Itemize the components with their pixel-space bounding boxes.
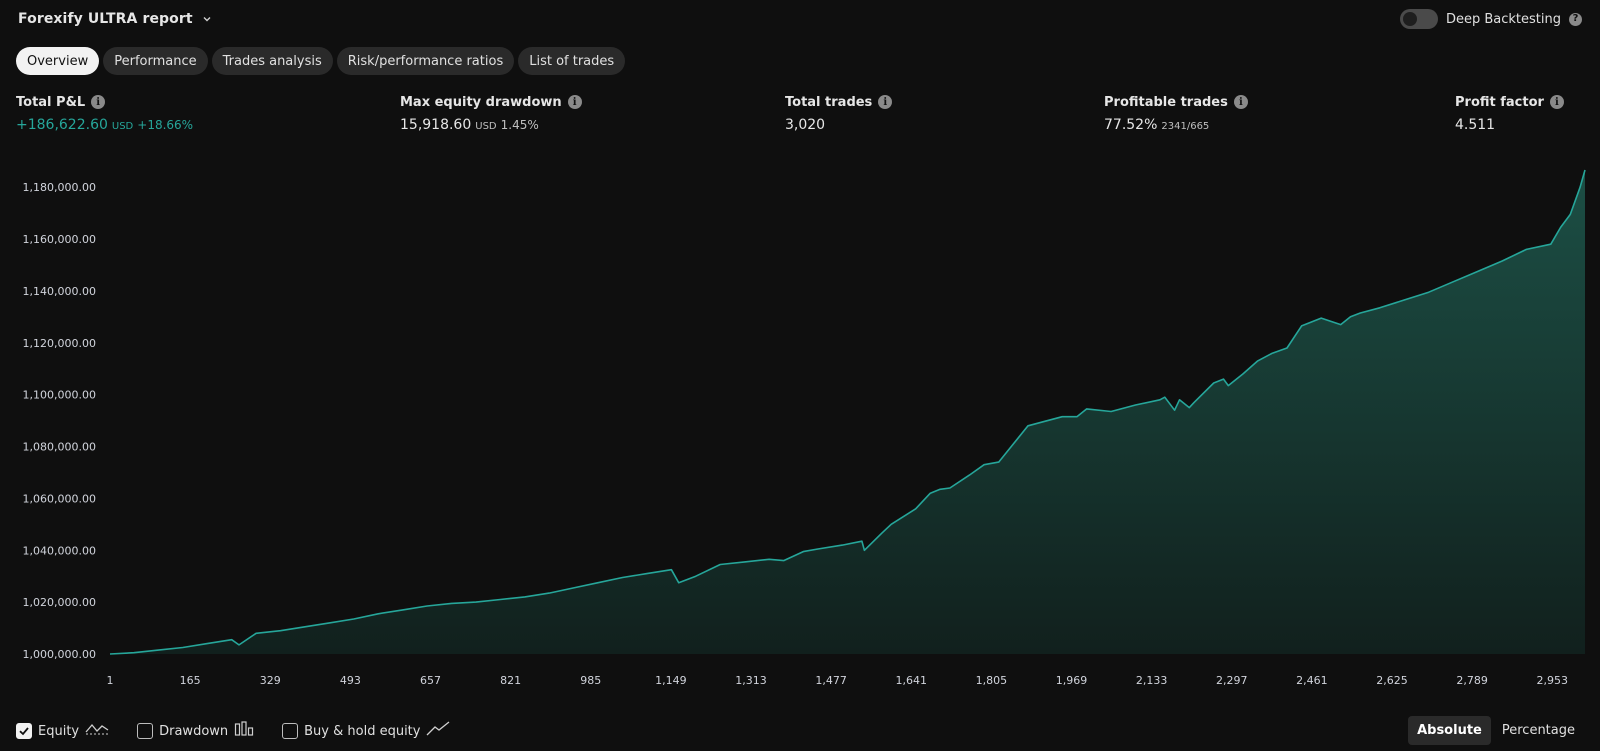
deep-backtesting-toggle[interactable] (1399, 9, 1438, 29)
profitable-trades-value: 77.52% (1104, 117, 1158, 133)
metric-profitable-trades: Profitable trades i 77.52% 2341/665 (1104, 93, 1248, 133)
x-tick-label: 329 (260, 674, 281, 687)
buy-hold-checkbox[interactable] (282, 723, 299, 739)
total-trades-value: 3,020 (785, 117, 826, 133)
info-icon[interactable]: i (91, 95, 106, 109)
scale-mode-toggle: Absolute Percentage (1408, 716, 1584, 745)
x-tick-label: 821 (500, 674, 521, 687)
y-tick-label: 1,100,000.00 (23, 389, 96, 402)
equity-line (109, 169, 1586, 655)
metric-max-drawdown: Max equity drawdown i 15,918.60 USD 1.45% (400, 93, 582, 133)
y-axis: 1,000,000.00 1,020,000.00 1,040,000.00 1,06… (23, 181, 96, 661)
x-tick-label: 1,641 (896, 674, 928, 687)
profit-factor-value: 4.511 (1455, 117, 1496, 133)
chart-legend: Equity Drawdown Buy & hold equity (16, 720, 478, 742)
equity-chart[interactable]: 1,000,000.00 1,020,000.00 1,040,000.00 1,06… (0, 160, 1600, 705)
x-tick-label: 1,313 (735, 674, 767, 687)
max-drawdown-unit: USD (475, 121, 497, 132)
legend-drawdown[interactable]: Drawdown (137, 721, 254, 741)
report-tabs: Overview Performance Trades analysis Ris… (16, 47, 626, 75)
total-pnl-percent: +18.66% (137, 118, 194, 132)
equity-checkbox[interactable] (16, 723, 32, 739)
x-tick-label: 985 (580, 674, 601, 687)
tab-risk-performance-ratios[interactable]: Risk/performance ratios (336, 47, 515, 75)
x-tick-label: 2,953 (1537, 674, 1569, 687)
total-pnl-unit: USD (111, 121, 134, 132)
y-tick-label: 1,140,000.00 (23, 285, 96, 298)
drawdown-checkbox[interactable] (137, 723, 154, 739)
x-tick-label: 1,477 (815, 674, 847, 687)
x-tick-label: 1 (107, 674, 114, 687)
deep-backtesting: Deep Backtesting ? (1399, 9, 1582, 29)
x-tick-label: 493 (340, 674, 361, 687)
equity-label: Equity (38, 723, 80, 739)
x-tick-label: 2,297 (1216, 674, 1248, 687)
drawdown-label: Drawdown (159, 723, 229, 739)
y-tick-label: 1,060,000.00 (23, 492, 96, 505)
tab-performance[interactable]: Performance (103, 47, 208, 75)
tab-list-of-trades[interactable]: List of trades (518, 47, 626, 75)
profitable-trades-label: Profitable trades (1104, 94, 1228, 110)
info-icon[interactable]: i (1233, 95, 1248, 109)
equity-area (110, 170, 1585, 654)
tab-overview[interactable]: Overview (16, 47, 100, 75)
x-tick-label: 1,149 (655, 674, 687, 687)
tab-trades-analysis[interactable]: Trades analysis (211, 47, 333, 75)
buy-hold-label: Buy & hold equity (304, 723, 421, 739)
metric-profit-factor: Profit factor i 4.511 (1455, 93, 1564, 133)
profit-factor-label: Profit factor (1455, 94, 1544, 110)
y-tick-label: 1,180,000.00 (23, 181, 96, 194)
help-icon[interactable]: ? (1569, 12, 1582, 26)
y-tick-label: 1,040,000.00 (23, 544, 96, 557)
info-icon[interactable]: i (878, 95, 893, 109)
max-drawdown-label: Max equity drawdown (400, 94, 562, 110)
y-tick-label: 1,000,000.00 (23, 648, 96, 661)
metric-total-pnl: Total P&L i +186,622.60 USD +18.66% (16, 93, 194, 134)
report-header[interactable]: Forexify ULTRA report (18, 9, 213, 29)
x-tick-label: 2,625 (1376, 674, 1408, 687)
deep-backtesting-label: Deep Backtesting (1445, 11, 1561, 27)
x-tick-label: 657 (420, 674, 441, 687)
chevron-down-icon[interactable] (201, 13, 213, 25)
info-icon[interactable]: i (1549, 95, 1564, 109)
y-tick-label: 1,080,000.00 (23, 441, 96, 454)
x-tick-label: 2,789 (1456, 674, 1488, 687)
total-pnl-value: +186,622.60 (16, 117, 108, 133)
x-tick-label: 2,461 (1296, 674, 1328, 687)
equity-line-icon (85, 721, 109, 741)
x-tick-label: 1,969 (1056, 674, 1088, 687)
x-tick-label: 1,805 (976, 674, 1008, 687)
trend-line-icon (426, 721, 450, 741)
metric-total-trades: Total trades i 3,020 (785, 93, 893, 133)
legend-equity[interactable]: Equity (16, 721, 109, 741)
y-tick-label: 1,020,000.00 (23, 596, 96, 609)
percentage-button[interactable]: Percentage (1501, 723, 1575, 738)
y-tick-label: 1,160,000.00 (23, 233, 96, 246)
x-tick-label: 165 (180, 674, 201, 687)
legend-buy-hold-equity[interactable]: Buy & hold equity (282, 721, 450, 741)
bar-chart-icon (234, 721, 254, 741)
y-tick-label: 1,120,000.00 (23, 337, 96, 350)
absolute-button[interactable]: Absolute (1408, 716, 1491, 745)
x-tick-label: 2,133 (1136, 674, 1168, 687)
max-drawdown-value: 15,918.60 (400, 117, 472, 133)
profitable-trades-ratio: 2341/665 (1161, 121, 1210, 132)
total-trades-label: Total trades (785, 94, 873, 110)
x-axis: 1 165 329 493 657 821 985 1,149 1,313 1,477 1,641 1… (107, 674, 1569, 687)
info-icon[interactable]: i (567, 95, 582, 109)
total-pnl-label: Total P&L (16, 94, 86, 110)
report-title: Forexify ULTRA report (18, 11, 193, 27)
max-drawdown-percent: 1.45% (500, 118, 539, 132)
